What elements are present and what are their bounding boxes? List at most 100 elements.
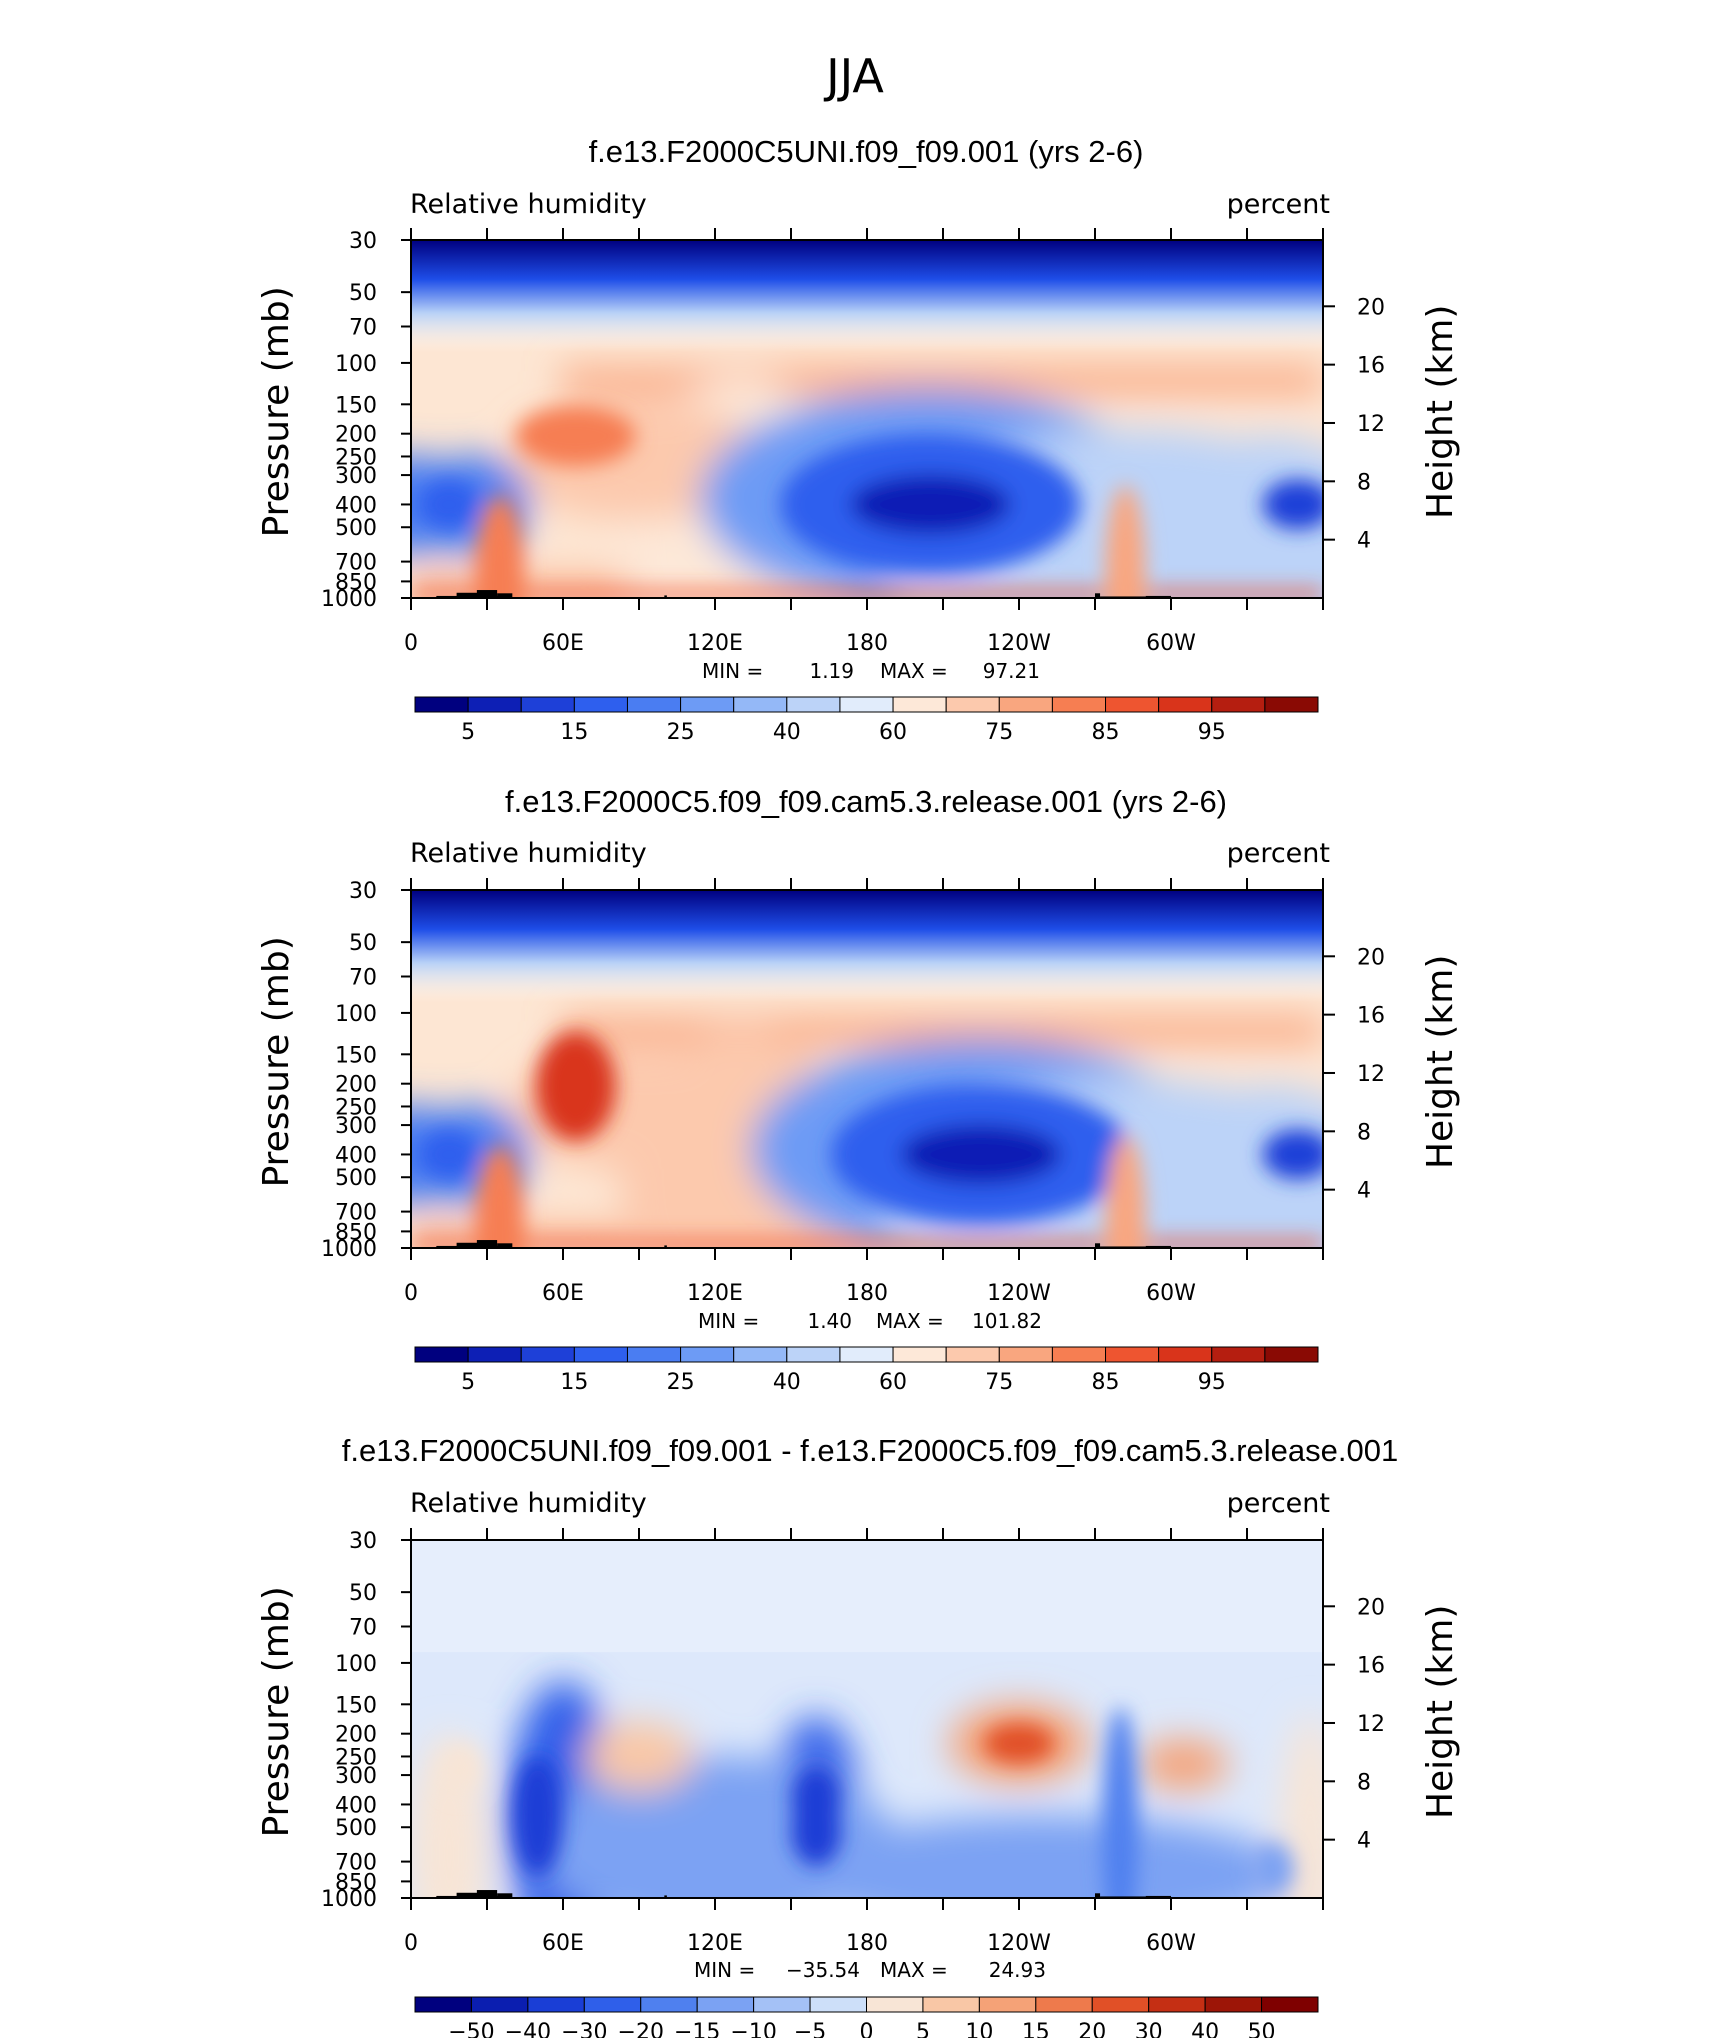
colorbar-swatch [809,1996,867,2013]
variable-label: Relative humidity [410,838,647,869]
colorbar-swatch [866,1996,924,2013]
contour-blob [535,1031,616,1142]
x-tick-label: 120E [687,1281,743,1306]
colorbar-swatch [1158,696,1213,713]
y-tick-label: 50 [349,281,377,306]
min-value: −35.54 [786,1958,860,1982]
y2-tick-label: 20 [1357,945,1385,970]
y-axis-title: Pressure (mb) [256,936,297,1187]
contour-blob [1152,1085,1323,1248]
topography [476,1890,498,1898]
y-tick-label: 30 [349,1529,377,1554]
contour-blob [901,1124,1061,1185]
y-tick-label: 150 [335,1693,377,1718]
colorbar-label: 40 [773,720,801,745]
colorbar-swatch [1264,696,1319,713]
min-label: MIN = [702,659,763,683]
y-tick-label: 250 [335,445,377,470]
x-tick-label: 120E [687,1931,743,1956]
colorbar-label: 15 [560,1370,588,1395]
field-layers [411,890,1323,1248]
colorbar-swatch [1158,1346,1213,1363]
tropopause-band [561,1017,1323,1044]
y2-tick-label: 12 [1357,1062,1385,1087]
y-tick-label: 500 [335,516,377,541]
colorbar-swatch [470,1996,529,2013]
topography [456,1892,482,1898]
colorbar-swatch [892,1346,947,1363]
y-tick-label: 250 [335,1745,377,1770]
topography [664,1245,667,1248]
colorbar-swatch [626,1346,682,1363]
y-tick-label: 70 [349,1616,377,1641]
topography [1095,1243,1101,1248]
colorbar-label: −10 [730,2020,776,2038]
colorbar-swatch [573,696,628,713]
y-tick-label: 200 [335,1073,377,1098]
x-tick-label: 60E [542,1281,584,1306]
y2-tick-label: 8 [1357,470,1371,495]
colorbar-swatch [696,1996,755,2013]
colorbar-swatch [753,1996,811,2013]
topography [1095,593,1101,598]
colorbar-swatch [583,1996,642,2013]
y-axis-title: Pressure (mb) [256,1586,297,1837]
y-tick-label: 400 [335,493,377,518]
colorbar-swatch [527,1996,585,2013]
x-tick-label: 60W [1146,1931,1196,1956]
min-value: 1.40 [807,1309,852,1333]
y-tick-label: 70 [349,316,377,341]
y-tick-label: 400 [335,1143,377,1168]
y-axis-title: Pressure (mb) [256,286,297,537]
panel-title: f.e13.F2000C5.f09_f09.cam5.3.release.001… [505,784,1227,819]
y-tick-label: 700 [335,1851,377,1876]
colorbar-swatch [978,1996,1037,2013]
y-tick-label: 300 [335,1764,377,1789]
y-tick-label: 300 [335,1114,377,1139]
colorbar-label: 30 [1135,2020,1163,2038]
y2-tick-label: 16 [1357,1654,1385,1679]
colorbar-swatch [680,1346,735,1363]
stratosphere-band [411,1540,1323,1653]
contour-blob [1280,1714,1323,1898]
colorbar-swatch [733,696,788,713]
colorbar-swatch [414,1346,469,1363]
topography [497,593,513,598]
y2-tick-label: 12 [1357,412,1385,437]
panel-3: f.e13.F2000C5UNI.f09_f09.001 - f.e13.F20… [256,1433,1461,2038]
y-tick-label: 1000 [321,1237,377,1262]
colorbar-label: 15 [560,720,588,745]
y-tick-label: 200 [335,1723,377,1748]
y-tick-label: 100 [335,1652,377,1677]
colorbar-label: 85 [1092,720,1120,745]
contour-blob [441,1743,482,1794]
colorbar: 5 15 25 40 60 75 85 95 [414,1346,1319,1395]
units-label: percent [1227,1488,1330,1519]
colorbar-label: 25 [667,1370,695,1395]
colorbar-swatch [520,696,575,713]
field-detail [441,1707,1293,1898]
x-tick-label: 180 [846,1931,888,1956]
colorbar: 5 15 25 40 60 75 85 95 [414,696,1319,745]
colorbar-swatch [1264,1346,1319,1363]
min-label: MIN = [694,1958,755,1982]
topography [1145,1895,1171,1898]
y2-axis-title: Height (km) [1420,305,1461,519]
colorbar-swatch [1051,1346,1107,1363]
colorbar-swatch [839,1346,894,1363]
x-tick-label: 120W [987,1281,1051,1306]
y-tick-label: 1000 [321,1887,377,1912]
x-tick-label: 0 [404,1281,418,1306]
y-tick-label: 1000 [321,587,377,612]
colorbar-swatch [998,1346,1053,1363]
y2-tick-label: 16 [1357,1004,1385,1029]
colorbar-swatch [520,1346,575,1363]
y2-tick-label: 8 [1357,1120,1371,1145]
topography [456,592,482,598]
contour-blob [474,495,525,598]
y2-axis-title: Height (km) [1420,955,1461,1169]
